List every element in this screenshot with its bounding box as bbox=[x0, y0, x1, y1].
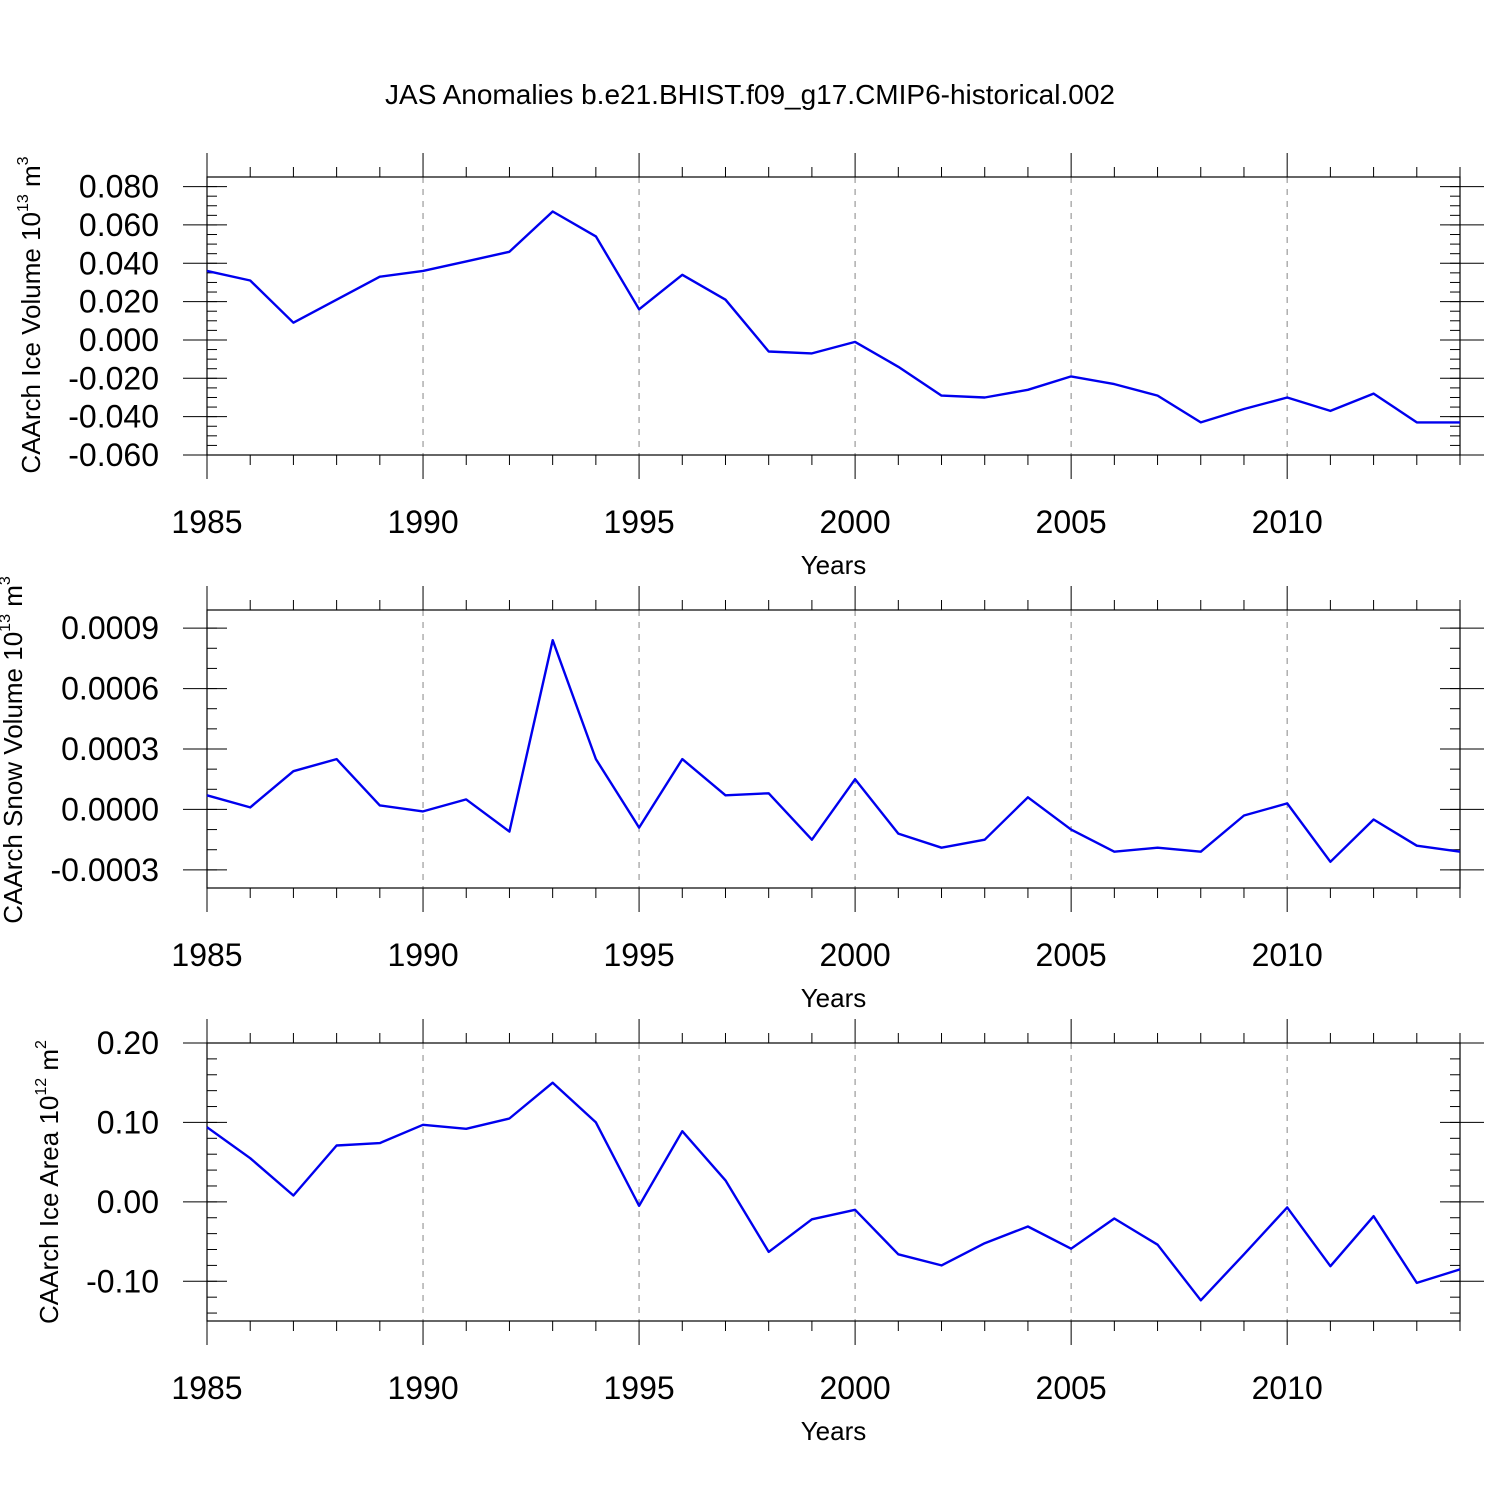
y-tick-label: 0.080 bbox=[79, 169, 159, 205]
y-tick-label: -0.10 bbox=[86, 1263, 159, 1299]
x-tick-label: 1990 bbox=[387, 504, 458, 540]
y-axis-title-exponent: 12 bbox=[33, 1078, 50, 1096]
y-tick-label: 0.0006 bbox=[61, 671, 159, 707]
x-tick-label: 2000 bbox=[820, 1370, 891, 1406]
y-tick-label: -0.060 bbox=[68, 437, 159, 473]
x-axis-title: Years bbox=[801, 550, 867, 580]
y-tick-label: 0.0000 bbox=[61, 791, 159, 827]
x-tick-label: 1995 bbox=[603, 937, 674, 973]
x-tick-label: 2005 bbox=[1036, 937, 1107, 973]
y-tick-label: 0.040 bbox=[79, 245, 159, 281]
panel-2: 0.0009 0.0006 0.0003 0.0000 -0.0003 1985 1990 1… bbox=[0, 576, 1484, 1013]
y-tick-label: 0.20 bbox=[97, 1025, 159, 1061]
y-axis-title-unit-exponent: 3 bbox=[0, 576, 14, 585]
x-tick-label: 1990 bbox=[387, 937, 458, 973]
y-axis-title-unit-exponent: 3 bbox=[15, 156, 32, 165]
x-tick-label: 2000 bbox=[820, 937, 891, 973]
y-axis-title-unit: m bbox=[34, 1049, 64, 1078]
y-axis-title: CAArch Snow Volume 1013 m3 bbox=[0, 576, 28, 924]
plot-frame bbox=[206, 176, 1461, 456]
y-tick-label: 0.060 bbox=[79, 207, 159, 243]
plot-frame bbox=[206, 609, 1461, 889]
series-line bbox=[206, 639, 1461, 863]
figure-title: JAS Anomalies b.e21.BHIST.f09_g17.CMIP6-… bbox=[385, 79, 1115, 110]
x-tick-label: 2010 bbox=[1252, 504, 1323, 540]
y-axis-title-unit-exponent: 2 bbox=[33, 1040, 50, 1049]
x-tick-label: 2005 bbox=[1036, 504, 1107, 540]
y-tick-label: 0.000 bbox=[79, 322, 159, 358]
y-tick-label: -0.040 bbox=[68, 399, 159, 435]
series-line bbox=[206, 210, 1460, 424]
y-tick-label: -0.020 bbox=[68, 360, 159, 396]
panels: 0.0800.0600.0400.0200.000-0.020-0.040-0.… bbox=[0, 153, 1484, 1446]
y-axis-title: CAArch Ice Area 1012 m2 bbox=[33, 1040, 64, 1324]
x-tick-label: 2010 bbox=[1252, 1370, 1323, 1406]
y-axis-title: CAArch Ice Volume 1013 m3 bbox=[15, 156, 46, 473]
y-tick-label: 0.10 bbox=[97, 1104, 159, 1140]
y-tick-label: -0.0003 bbox=[50, 852, 159, 888]
y-axis-title-exponent: 13 bbox=[0, 614, 14, 632]
x-tick-label: 2005 bbox=[1036, 1370, 1107, 1406]
x-tick-label: 1985 bbox=[171, 937, 242, 973]
y-tick-label: 0.0003 bbox=[61, 731, 159, 767]
x-tick-label: 1990 bbox=[387, 1370, 458, 1406]
y-tick-label: 0.00 bbox=[97, 1184, 159, 1220]
x-axis-title: Years bbox=[801, 983, 867, 1013]
x-tick-label: 1985 bbox=[171, 1370, 242, 1406]
y-axis-title-base: CAArch Snow Volume 10 bbox=[0, 632, 28, 924]
x-tick-label: 2010 bbox=[1252, 937, 1323, 973]
y-axis-title-unit: m bbox=[16, 165, 46, 194]
panel-3: 0.20 0.10 0.00 -0.10 1985 1990 1995 2000 2005 201… bbox=[33, 1019, 1484, 1446]
x-tick-label: 1985 bbox=[171, 504, 242, 540]
y-axis-title-base: CAArch Ice Area 10 bbox=[34, 1096, 64, 1324]
panel-1: 0.0800.0600.0400.0200.000-0.020-0.040-0.… bbox=[15, 153, 1484, 580]
x-axis-title: Years bbox=[801, 1416, 867, 1446]
x-tick-label: 2000 bbox=[820, 504, 891, 540]
x-tick-label: 1995 bbox=[603, 504, 674, 540]
y-tick-label: 0.0009 bbox=[61, 610, 159, 646]
y-axis-title-base: CAArch Ice Volume 10 bbox=[16, 212, 46, 474]
y-axis-title-exponent: 13 bbox=[15, 194, 32, 212]
y-tick-label: 0.020 bbox=[79, 284, 159, 320]
series-line bbox=[206, 1081, 1461, 1302]
plot-frame bbox=[206, 1042, 1461, 1322]
x-tick-label: 1995 bbox=[603, 1370, 674, 1406]
y-axis-title-unit: m bbox=[0, 585, 28, 614]
